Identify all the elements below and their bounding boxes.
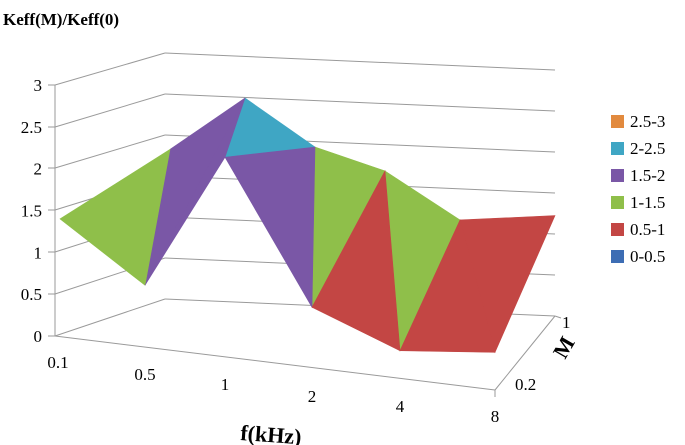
x-tick-label: 1 [221, 375, 230, 394]
z-tick-label: 1 [34, 243, 43, 262]
x-tick-labels: 0.1 0.5 1 2 4 8 [47, 353, 499, 426]
legend-swatch [611, 223, 624, 236]
legend-label: 0-0.5 [630, 247, 665, 266]
surface-facet [59, 148, 171, 286]
surface-facet [144, 97, 246, 286]
chart-title: Keff(M)/Keff(0) [3, 10, 119, 29]
z-tick-label: 3 [34, 76, 43, 95]
z-tick-label: 2.5 [21, 118, 42, 137]
x-axis-label: f(kHz) [240, 420, 303, 445]
surface-facets [59, 97, 556, 354]
legend-swatch [611, 169, 624, 182]
z-tick-label: 1.5 [21, 202, 42, 221]
m-axis-label: M [548, 332, 580, 363]
z-tick-label: 0 [34, 327, 43, 346]
legend-label: 2-2.5 [630, 139, 665, 158]
legend-swatch [611, 115, 624, 128]
z-tick-labels: 0 0.5 1 1.5 2 2.5 3 [21, 76, 42, 346]
z-tick-label: 0.5 [21, 285, 42, 304]
surface-facet [399, 219, 496, 353]
m-tick-labels: 0.21 [515, 313, 571, 394]
legend-label: 2.5-3 [630, 112, 665, 131]
x-tick-label: 4 [396, 397, 405, 416]
z-tick-label: 2 [34, 160, 43, 179]
surface-facet [311, 169, 401, 352]
tick-marks [48, 84, 562, 397]
legend-swatch [611, 142, 624, 155]
m-tick-label: 0.2 [515, 375, 536, 394]
legend-label: 0.5-1 [630, 220, 665, 239]
legend-label: 1-1.5 [630, 193, 665, 212]
legend-label: 1.5-2 [630, 166, 665, 185]
legend-swatch [611, 196, 624, 209]
x-tick-label: 8 [491, 407, 500, 426]
x-tick-label: 0.5 [134, 365, 155, 384]
legend: 2.5-3 2-2.5 1.5-2 1-1.5 0.5-1 0-0.5 [611, 112, 665, 266]
m-tick-label: 1 [562, 313, 571, 332]
surface-facet [224, 146, 316, 309]
x-tick-label: 0.1 [47, 353, 68, 372]
legend-swatch [611, 250, 624, 263]
x-tick-label: 2 [308, 387, 317, 406]
